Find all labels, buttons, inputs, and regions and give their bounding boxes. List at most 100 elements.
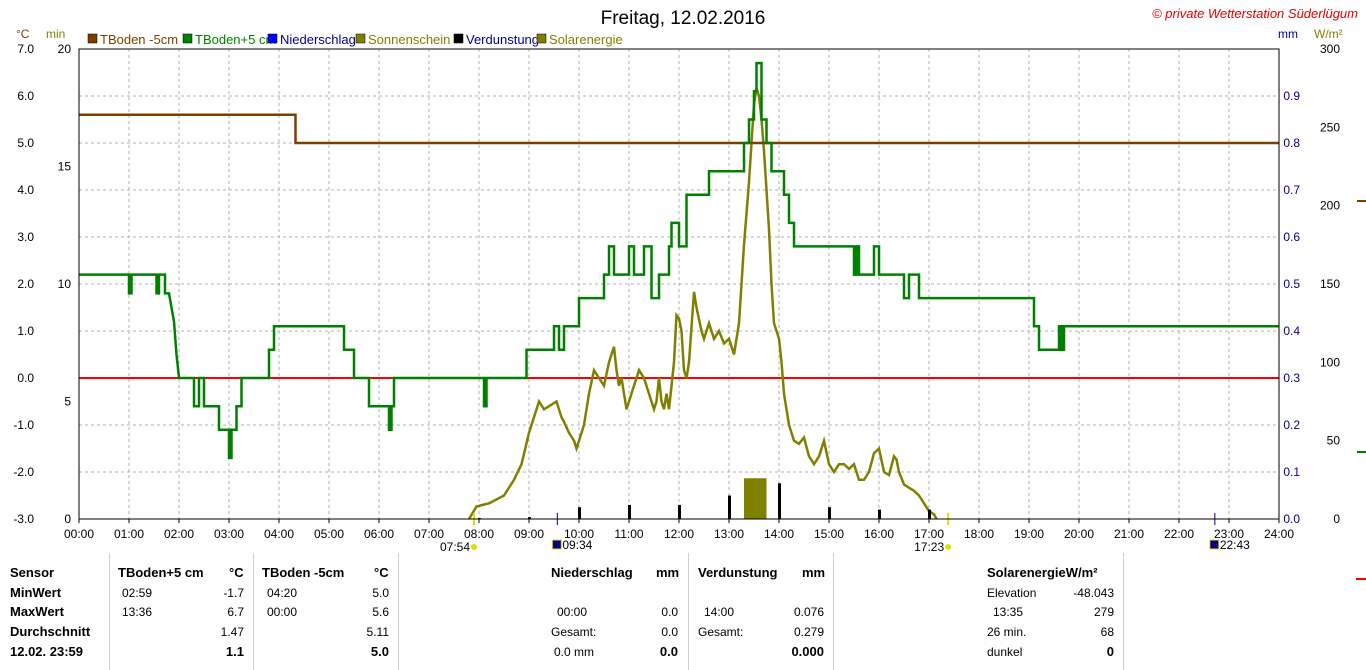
tboden-minus5-line [79,113,1279,145]
sunset-marker-dot [945,544,952,550]
tboden5-max-value: 6.7 [227,605,244,619]
min-tick-label: 5 [64,395,71,409]
x-tick-label: 21:00 [1114,527,1144,541]
moonrise-marker-icon [551,539,562,550]
tbodenm5-max-value: 5.6 [372,605,389,619]
wm2-tick-label: 0 [1333,512,1340,526]
x-tick-label: 04:00 [264,527,294,541]
verdunstung-header: Verdunstung [698,565,778,580]
moonrise-marker-label: 09:34 [562,538,592,552]
evaporation-bar [778,483,781,519]
solar-max-time: 13:35 [993,605,1024,619]
min-tick-label: 15 [58,160,72,174]
verdunstung-max-value: 0.076 [793,605,824,619]
sun-moon-markers: 07:54 17:23 09:34 22:43 [440,513,1250,553]
legend-label: Niederschlag [280,32,356,47]
evaporation-bar [928,509,931,519]
niederschlag-gesamt-label: Gesamt: [551,625,597,639]
evaporation-bar [528,517,531,519]
unit-wm2: W/m² [1314,27,1343,41]
solar-max-value: 279 [1093,605,1114,619]
legend-label: Verdunstung [466,32,539,47]
x-tick-label: 13:00 [714,527,744,541]
x-tick-label: 10:00 [564,527,594,541]
x-tick-label: 12:00 [664,527,694,541]
evaporation-bar [628,504,631,519]
evaporation-bar [828,507,831,519]
temp-tick-label: 3.0 [17,230,34,244]
x-tick-label: 20:00 [1064,527,1094,541]
wm2-tick-label: 250 [1320,120,1340,134]
temp-tick-label: 4.0 [17,183,34,197]
mm-tick-label: 0.9 [1283,89,1300,103]
legend-swatch [267,33,278,44]
durchschnitt-label: Durchschnitt [10,624,91,639]
mm-tick-label: 0.8 [1283,136,1300,150]
chart-series [79,61,1279,520]
mm-tick-label: 0.4 [1283,324,1300,338]
chart-grid [79,49,1279,519]
mm-tick-label: 0.2 [1283,418,1300,432]
tboden5-min-time: 02:59 [122,586,153,600]
tbodenm5-min-value: 5.0 [372,586,389,600]
x-tick-label: 06:00 [364,527,394,541]
legend-label: TBoden -5cm [100,32,178,47]
unit-minutes: min [46,27,65,41]
solar-header: SolarenergieW/m² [987,565,1098,580]
evaporation-bar [728,495,731,519]
x-tick-label: 24:00 [1264,527,1294,541]
tbodenm5-max-time: 00:00 [267,605,298,619]
tboden5-max-time: 13:36 [122,605,153,619]
niederschlag-current-value: 0.0 [659,644,678,659]
solar-duration-label: 26 min. [987,625,1027,639]
tbodenm5-current: 5.0 [370,644,389,659]
chart-title: Freitag, 12.02.2016 [601,8,766,29]
temp-tick-label: -3.0 [13,512,34,526]
temp-tick-label: 1.0 [17,324,34,338]
date-label: 12.02. 23:59 [10,644,84,659]
temp-tick-label: 7.0 [17,42,34,56]
axis-ticks: 00:00 01:00 02:00 03:00 04:00 05:00 06:00 07:00… [13,42,1340,541]
sensor-header: Sensor [10,565,55,580]
mm-tick-label: 0.3 [1283,371,1300,385]
x-tick-label: 15:00 [814,527,844,541]
solar-elevation-value: -48.043 [1073,586,1114,600]
mm-tick-label: 0.7 [1283,183,1300,197]
wm2-tick-label: 300 [1320,42,1340,56]
tboden5-unit: °C [229,565,244,580]
tboden5-header: TBoden+5 cm [118,565,204,580]
tboden-plus5-line [79,61,1279,460]
tbodenm5-min-time: 04:20 [267,586,298,600]
solar-dunkel-value: 0 [1106,644,1114,659]
mm-tick-label: 0.1 [1283,465,1300,479]
legend-swatch [453,33,464,44]
wm2-tick-label: 100 [1320,355,1340,369]
x-tick-label: 05:00 [314,527,344,541]
verdunstung-max-time: 14:00 [704,605,735,619]
evaporation-bar [878,509,881,519]
x-tick-label: 16:00 [864,527,894,541]
tbodenm5-unit: °C [374,565,389,580]
legend-label: Sonnenschein [368,32,450,47]
temp-tick-label: 2.0 [17,277,34,291]
weather-chart: Freitag, 12.02.2016 © private Wetterstat… [13,6,1366,553]
niederschlag-gesamt-value: 0.0 [661,625,678,639]
x-tick-label: 11:00 [614,527,643,541]
wm2-tick-label: 50 [1327,434,1341,448]
x-tick-label: 02:00 [164,527,194,541]
sunshine-bar [744,478,767,519]
mm-tick-label: 0.0 [1283,512,1300,526]
tboden5-avg: 1.47 [220,625,244,639]
x-tick-label: 14:00 [764,527,794,541]
temp-tick-label: -2.0 [13,465,34,479]
solar-dunkel-label: dunkel [987,645,1023,659]
minwert-label: MinWert [10,585,62,600]
tboden5-current: 1.1 [225,644,244,659]
verdunstung-unit: mm [802,565,826,580]
tboden5-min-value: -1.7 [223,586,244,600]
niederschlag-max-time: 00:00 [557,605,588,619]
solar-elevation-label: Elevation [987,586,1037,600]
x-tick-label: 18:00 [964,527,994,541]
x-tick-label: 23:00 [1214,527,1244,541]
niederschlag-unit: mm [656,565,680,580]
